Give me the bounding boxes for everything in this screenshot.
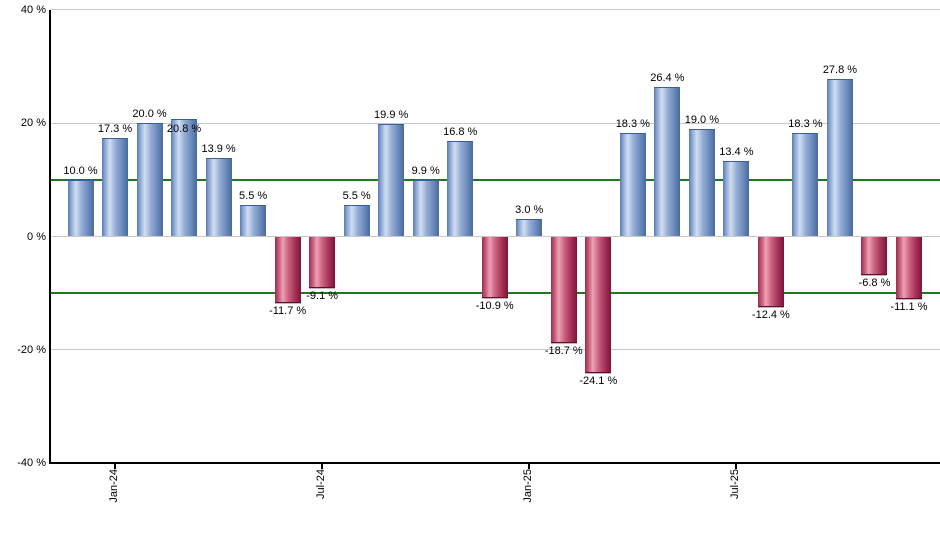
bar-dec-25 (895, 236, 922, 300)
y-axis-tick-label: 20 % (20, 117, 46, 130)
bar-value-label: 17.3 % (97, 123, 133, 136)
bar-dec-23 (67, 179, 94, 237)
y-axis-tick-label: -40 % (17, 457, 46, 470)
bar-value-label: 18.3 % (788, 117, 823, 130)
bar-sep-25 (792, 132, 819, 237)
bar-may-25 (654, 86, 681, 237)
bar-value-label: 13.9 % (201, 142, 236, 155)
bar-value-label: 3.0 % (515, 204, 544, 217)
bar-value-label: 9.9 % (411, 165, 440, 178)
bar-value-label: 5.5 % (342, 190, 371, 203)
y-axis-tick-label: 40 % (20, 3, 46, 16)
x-axis-tick-label: Jul-25 (729, 469, 742, 500)
bar-value-label: -12.4 % (751, 308, 790, 321)
bar-jan-24 (102, 138, 129, 237)
bar-jul-25 (723, 160, 750, 237)
bar-sep-24 (378, 123, 405, 237)
gridline (50, 349, 940, 351)
gridline (50, 9, 940, 11)
x-axis-tick-label: Jul-24 (315, 469, 328, 500)
bar-value-label: 19.9 % (374, 108, 409, 121)
x-axis-tick (735, 463, 738, 470)
bar-value-label: -24.1 % (579, 375, 618, 388)
bar-apr-25 (619, 132, 646, 237)
bar-oct-24 (412, 180, 439, 237)
bar-may-24 (240, 205, 267, 237)
bar-value-label: 18.3 % (615, 117, 650, 130)
x-axis (49, 462, 940, 465)
x-axis-tick (114, 463, 117, 470)
bar-value-label: 20.0 % (132, 108, 167, 121)
x-axis-tick (321, 463, 324, 470)
bar-value-label: 27.8 % (822, 63, 858, 76)
bar-value-label: -9.1 % (306, 290, 339, 303)
bar-feb-25 (550, 236, 577, 343)
bar-value-label: -11.1 % (890, 301, 928, 314)
bar-value-label: -10.9 % (475, 300, 514, 313)
bar-mar-24 (171, 118, 198, 237)
bar-dec-24 (481, 236, 508, 299)
bar-aug-25 (757, 236, 784, 307)
reference-line (50, 178, 940, 181)
bar-apr-24 (205, 157, 232, 237)
bar-jan-25 (516, 219, 543, 237)
x-axis-tick (528, 463, 531, 470)
bar-feb-24 (136, 123, 163, 237)
bar-value-label: -18.7 % (544, 344, 583, 357)
x-axis-tick-label: Jan-25 (522, 469, 535, 503)
bar-jun-24 (274, 236, 301, 303)
gridline (50, 122, 940, 124)
bar-jul-24 (309, 236, 336, 289)
bar-value-label: 26.4 % (650, 71, 685, 84)
y-axis-tick-label: -20 % (17, 343, 46, 356)
bar-aug-24 (343, 205, 370, 237)
bar-value-label: -6.8 % (858, 277, 891, 290)
bar-value-label: 16.8 % (443, 126, 478, 139)
bar-oct-25 (826, 78, 853, 237)
bar-nov-25 (861, 236, 888, 276)
bar-value-label: -11.7 % (269, 304, 307, 317)
bar-nov-24 (447, 141, 474, 237)
bar-value-label: 10.0 % (63, 164, 98, 177)
bar-jun-25 (688, 128, 715, 237)
bar-value-label: 13.4 % (719, 145, 754, 158)
y-axis (49, 9, 51, 464)
bar-value-label: 5.5 % (239, 190, 268, 203)
bar-mar-25 (585, 236, 612, 374)
bar-value-label: 19.0 % (684, 113, 719, 126)
bar-value-label: 20.8 % (166, 123, 202, 136)
x-axis-tick-label: Jan-24 (108, 469, 121, 503)
y-axis-tick-label: 0 % (27, 230, 46, 243)
